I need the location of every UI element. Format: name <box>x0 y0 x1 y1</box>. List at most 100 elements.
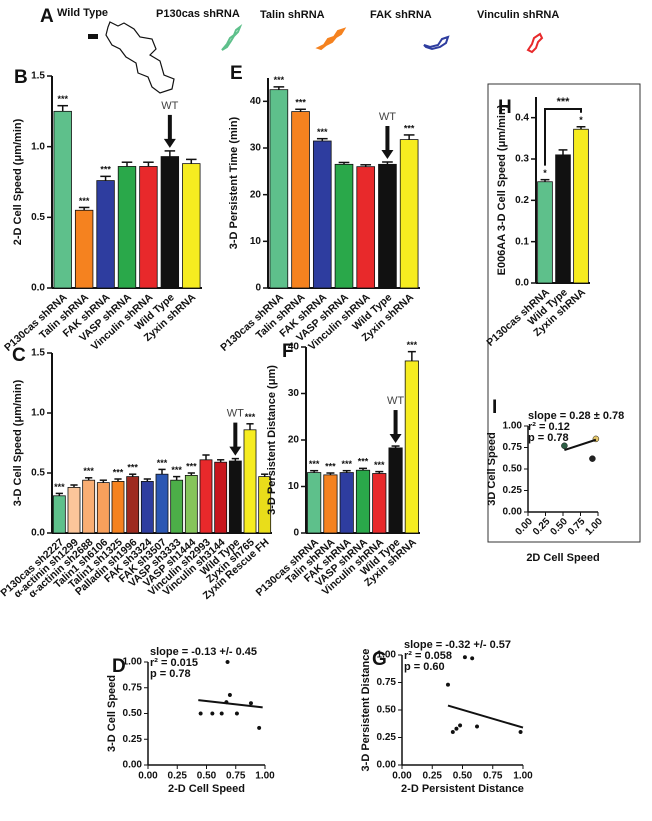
bar <box>117 166 137 289</box>
arrow-head <box>389 434 402 444</box>
bar <box>214 461 228 534</box>
y-tick-label: 0.00 <box>377 760 397 771</box>
panel-letter: F <box>282 341 294 362</box>
bar <box>140 480 154 534</box>
x-axis-label: 2-D Persistent Distance <box>401 783 524 795</box>
significance: *** <box>127 463 138 473</box>
marker-label: WT <box>379 111 396 123</box>
y-tick-label: 0.50 <box>377 705 397 716</box>
y-tick-label: 0.3 <box>515 154 529 165</box>
x-tick-label: 0.50 <box>453 771 473 782</box>
bar <box>388 447 403 534</box>
significance: *** <box>407 340 418 350</box>
bar <box>182 163 201 289</box>
stat-label: p = 0.78 <box>150 668 191 680</box>
bar <box>228 460 242 534</box>
bar <box>378 163 397 289</box>
y-tick-label: 40 <box>250 96 262 107</box>
x-tick-label: 1.00 <box>583 516 605 538</box>
y-tick-label: 0 <box>255 283 261 294</box>
track-label: FAK shRNA <box>370 9 432 21</box>
y-axis-label: 3-D Persistent Time (min) <box>228 116 240 249</box>
significance: * <box>543 168 547 178</box>
x-axis-label: 2D Cell Speed <box>526 552 599 564</box>
marker-label: WT <box>161 100 178 112</box>
point <box>470 656 475 661</box>
y-tick-label: 1.00 <box>377 650 397 661</box>
x-tick-label: 0.50 <box>197 771 217 782</box>
y-axis-label: 3-D Persistent Distance <box>360 649 372 772</box>
y-tick-label: 10 <box>250 236 262 247</box>
bar <box>334 163 354 289</box>
stat-label: r² = 0.015 <box>150 657 198 669</box>
y-tick-label: 0.50 <box>123 708 143 719</box>
significance: *** <box>79 196 90 206</box>
y-axis-label: E006AA 3-D Cell Speed (μm/min) <box>496 104 508 275</box>
significance: *** <box>295 98 306 108</box>
bar <box>355 469 371 534</box>
bar <box>82 479 96 534</box>
x-tick-label: 0.25 <box>531 516 553 538</box>
y-tick-label: 0.75 <box>123 682 143 693</box>
y-tick-label: 0.1 <box>515 236 529 247</box>
bar <box>555 154 571 284</box>
significance: *** <box>100 165 111 175</box>
point <box>257 725 262 730</box>
x-tick-label: 0.00 <box>392 771 412 782</box>
significance: *** <box>404 123 415 133</box>
bar <box>199 459 213 534</box>
marker-label: WT <box>227 408 244 420</box>
y-tick-label: 0.5 <box>31 468 45 479</box>
bar <box>372 473 387 534</box>
significance: *** <box>157 458 168 468</box>
y-tick-label: 10 <box>288 481 300 492</box>
fit-line <box>564 438 597 452</box>
track-label: Wild Type <box>57 7 108 19</box>
y-tick-label: 0.0 <box>515 278 529 289</box>
x-tick-label: 1.00 <box>255 771 275 782</box>
stat-label: p = 0.60 <box>404 661 445 673</box>
bar <box>74 209 94 289</box>
x-tick-label: 0.25 <box>168 771 188 782</box>
x-tick-label: 0.75 <box>483 771 503 782</box>
point <box>227 692 232 698</box>
bar <box>52 495 66 534</box>
y-tick-label: 0.00 <box>123 760 143 771</box>
bar <box>170 479 184 534</box>
track-label: Talin shRNA <box>260 9 325 21</box>
significance: *** <box>317 127 328 137</box>
track-talin <box>315 27 347 51</box>
point <box>210 711 215 716</box>
y-axis-label: 2-D Cell Speed (μm/min) <box>12 118 24 245</box>
y-axis-label: 3D Cell Speed <box>486 432 498 505</box>
x-axis-label: 2-D Cell Speed <box>168 783 245 795</box>
point <box>454 726 459 731</box>
significance: * <box>579 115 583 125</box>
point <box>474 724 480 729</box>
stat-label: r² = 0.058 <box>404 650 452 662</box>
stat-label: slope = 0.28 ± 0.78 <box>528 410 624 422</box>
bar <box>312 140 332 289</box>
significance: *** <box>54 482 65 492</box>
significance: *** <box>274 75 285 85</box>
track-fak <box>423 35 450 51</box>
y-tick-label: 1.00 <box>503 421 523 432</box>
x-tick-label: 0.00 <box>513 516 535 538</box>
panel-letter: C <box>12 345 26 366</box>
bar <box>67 486 81 534</box>
stat-label: p = 0.78 <box>528 432 569 444</box>
bar <box>96 180 115 289</box>
significance: *** <box>186 461 197 471</box>
y-tick-label: 0.25 <box>503 485 523 496</box>
marker-label: WT <box>387 395 404 407</box>
significance: *** <box>113 467 124 477</box>
bar <box>96 482 110 534</box>
scale-bar <box>88 34 98 39</box>
bar <box>155 473 169 534</box>
bar <box>243 429 257 534</box>
panel-letter: H <box>498 97 512 118</box>
y-tick-label: 0.25 <box>123 734 143 745</box>
y-axis-label: 3-D Cell Speed <box>106 675 118 752</box>
